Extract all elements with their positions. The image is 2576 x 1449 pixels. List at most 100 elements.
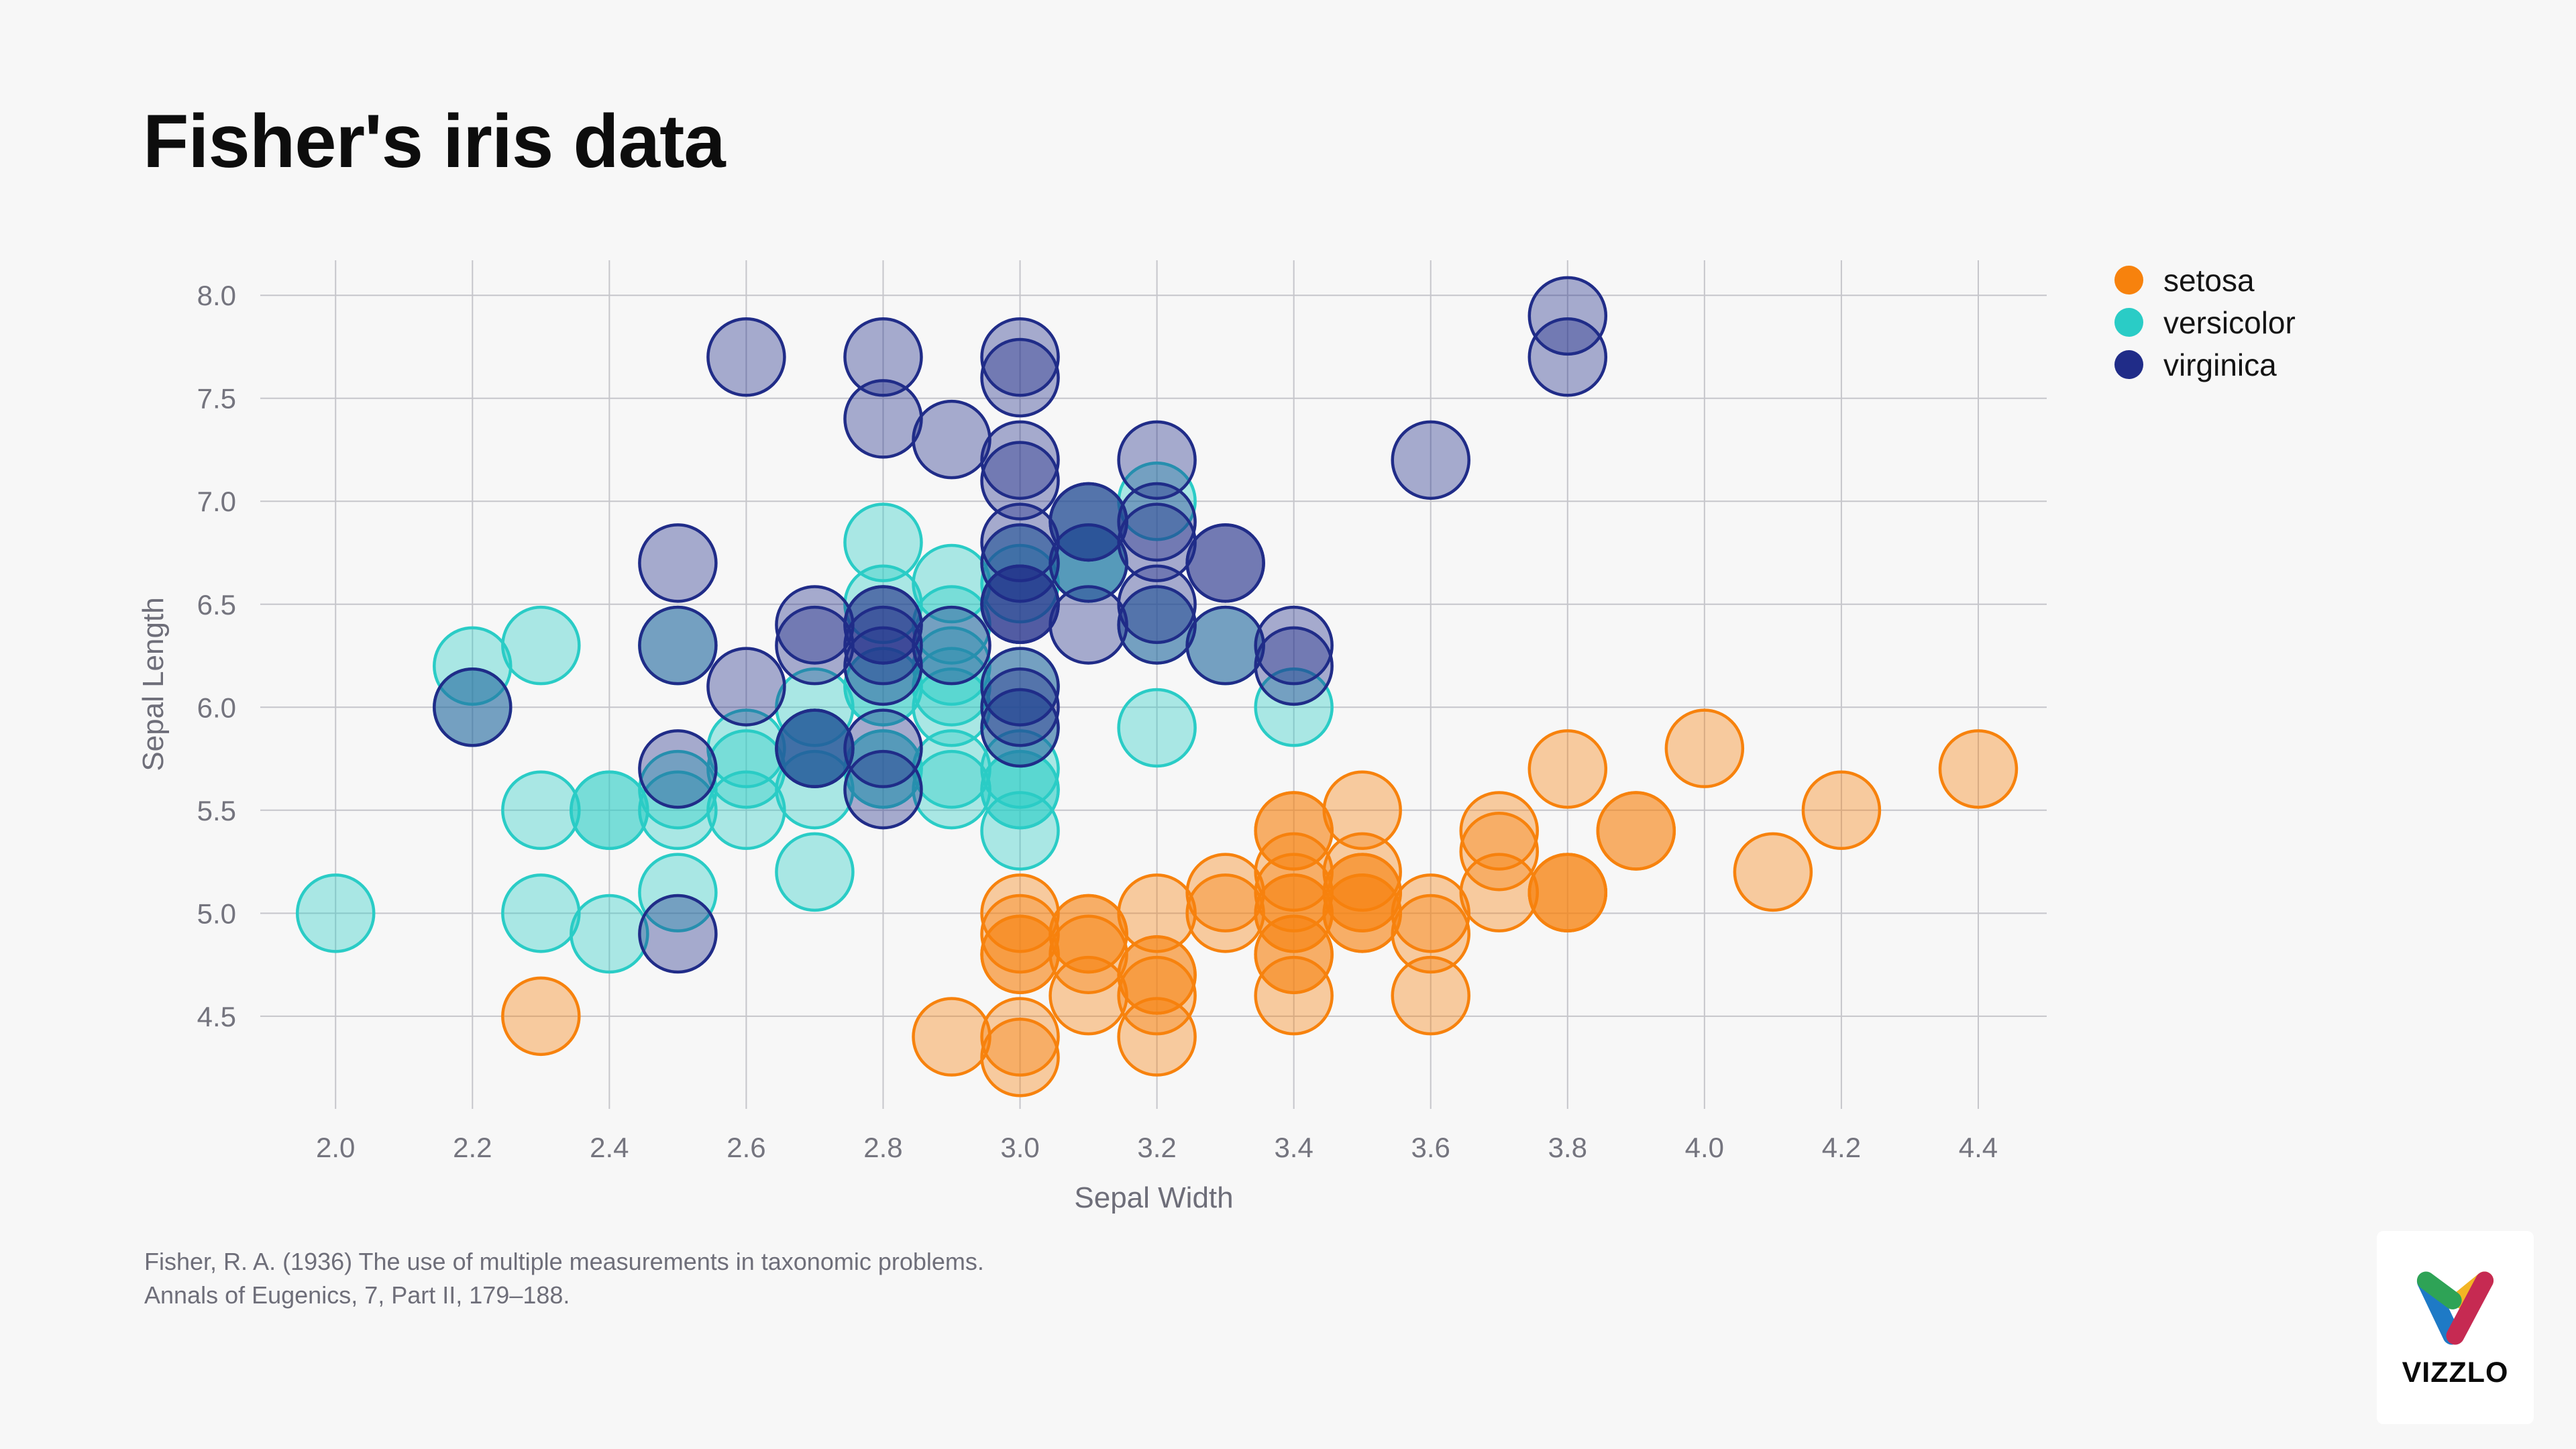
point-setosa [1322, 873, 1402, 953]
point-setosa [1322, 832, 1402, 912]
point-versicolor [501, 770, 581, 851]
point-setosa [1117, 955, 1197, 1036]
y-tick-label: 5.5 [197, 795, 236, 826]
y-axis-title: Sepal Length [137, 597, 170, 771]
point-virginica [980, 337, 1060, 418]
y-tick-label: 5.0 [197, 898, 236, 929]
x-tick-label: 4.2 [1822, 1132, 1861, 1163]
point-versicolor [912, 667, 991, 747]
point-virginica [775, 605, 855, 686]
series-versicolor [295, 461, 1334, 974]
x-tick-label: 2.6 [727, 1132, 765, 1163]
x-tick-label: 2.8 [863, 1132, 902, 1163]
point-virginica [980, 420, 1060, 500]
point-virginica [912, 605, 991, 686]
point-setosa [1254, 914, 1334, 994]
point-setosa [501, 976, 581, 1057]
point-virginica [638, 729, 718, 809]
point-virginica [980, 523, 1060, 603]
x-tick-label: 3.6 [1411, 1132, 1450, 1163]
point-virginica [980, 564, 1060, 645]
point-virginica [706, 647, 786, 727]
point-versicolor [295, 873, 376, 953]
point-versicolor [912, 585, 991, 665]
point-setosa [1322, 853, 1402, 932]
point-virginica [706, 317, 786, 397]
point-setosa [1938, 729, 2019, 809]
point-versicolor [980, 543, 1060, 624]
legend: setosa versicolor virginica [2114, 265, 2296, 382]
series-virginica [433, 276, 1608, 974]
point-versicolor [706, 708, 786, 788]
y-tick-label: 7.0 [197, 486, 236, 517]
y-tick-label: 4.5 [197, 1001, 236, 1032]
point-versicolor [912, 543, 991, 624]
point-virginica [980, 688, 1060, 768]
point-setosa [1254, 853, 1334, 932]
vizzlo-logo-card: VIZZLO [2377, 1231, 2534, 1424]
y-tick-label: 8.0 [197, 280, 236, 311]
x-tick-label: 3.2 [1137, 1132, 1176, 1163]
x-tick-label: 4.4 [1959, 1132, 1998, 1163]
chart-title: Fisher's iris data [143, 99, 726, 183]
point-setosa [1527, 729, 1608, 809]
point-setosa [1117, 935, 1197, 1015]
point-versicolor [980, 729, 1060, 809]
axis-tick-labels: 2.0 2.2 2.4 2.6 2.8 3.0 3.2 3.4 3.6 3.8 4.0 4.2 4.4 4… [197, 280, 1998, 1163]
point-setosa [1254, 955, 1334, 1036]
legend-swatch-setosa [2114, 266, 2143, 294]
point-virginica [980, 502, 1060, 582]
x-tick-label: 4.0 [1685, 1132, 1724, 1163]
point-setosa [1801, 770, 1882, 851]
point-setosa [1185, 873, 1265, 953]
point-virginica [1391, 420, 1470, 500]
point-virginica [1254, 626, 1334, 706]
point-virginica [912, 399, 991, 480]
point-versicolor [843, 647, 923, 727]
legend-swatch-virginica [2114, 350, 2143, 379]
point-setosa [1391, 873, 1470, 953]
point-versicolor [980, 749, 1060, 830]
point-versicolor [1117, 688, 1197, 768]
citation: Fisher, R. A. (1936) The use of multiple… [144, 1245, 984, 1311]
point-setosa [1049, 894, 1128, 974]
point-virginica [1254, 605, 1334, 686]
legend-item-virginica: virginica [2114, 347, 2296, 382]
point-setosa [980, 997, 1060, 1077]
point-virginica [1185, 523, 1265, 603]
point-virginica [980, 647, 1060, 727]
legend-label: virginica [2163, 347, 2277, 382]
point-virginica [843, 626, 923, 706]
logo-red-stroke [2446, 1271, 2494, 1345]
point-versicolor [980, 791, 1060, 871]
point-virginica [843, 317, 923, 397]
legend-item-versicolor: versicolor [2114, 305, 2296, 340]
x-tick-label: 3.8 [1548, 1132, 1587, 1163]
point-virginica [1049, 585, 1128, 665]
point-virginica [1049, 482, 1128, 562]
point-virginica [1527, 276, 1608, 356]
point-versicolor [843, 564, 923, 645]
point-virginica [775, 708, 855, 788]
point-versicolor [501, 873, 581, 953]
point-versicolor [775, 749, 855, 830]
point-versicolor [912, 626, 991, 706]
point-setosa [1391, 894, 1470, 974]
legend-item-setosa: setosa [2114, 265, 2296, 296]
series-setosa [501, 708, 2019, 1097]
point-setosa [1117, 873, 1197, 953]
citation-line-1: Fisher, R. A. (1936) The use of multiple… [144, 1248, 984, 1275]
point-setosa [1322, 770, 1402, 851]
legend-label: versicolor [2163, 305, 2296, 340]
x-tick-label: 3.4 [1274, 1132, 1313, 1163]
x-axis-title: Sepal Width [1074, 1181, 1233, 1214]
legend-swatch-versicolor [2114, 308, 2143, 337]
point-versicolor [706, 770, 786, 851]
point-virginica [843, 708, 923, 788]
point-setosa [1459, 853, 1540, 932]
y-tick-label: 7.5 [197, 383, 236, 415]
point-setosa [980, 914, 1060, 994]
point-virginica [775, 585, 855, 665]
point-virginica [638, 894, 718, 974]
